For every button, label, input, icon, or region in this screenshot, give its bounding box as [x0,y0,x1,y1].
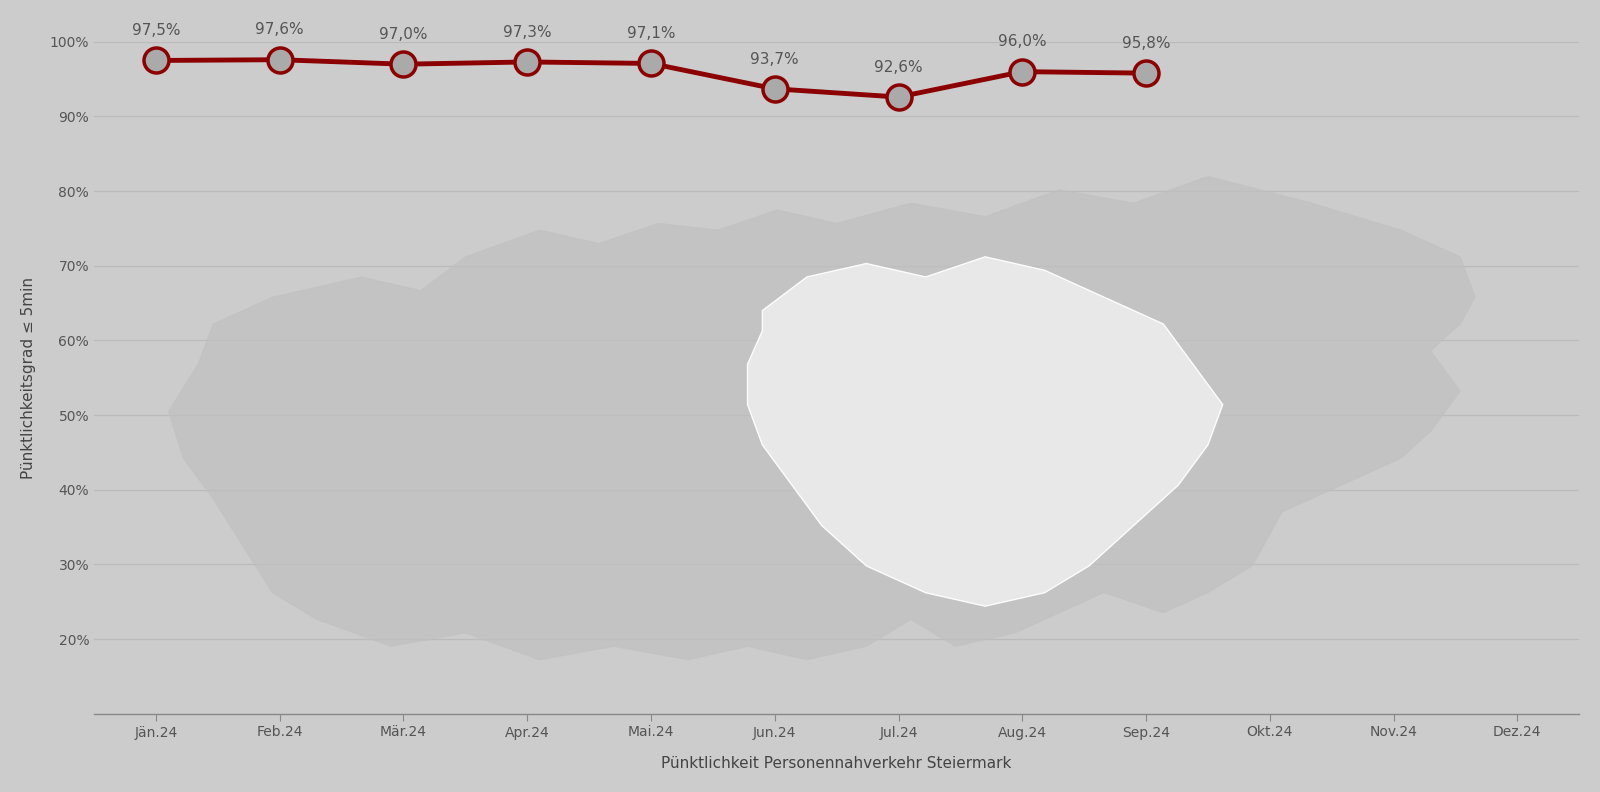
Polygon shape [168,176,1475,660]
Polygon shape [747,257,1222,606]
Text: 97,0%: 97,0% [379,27,427,42]
Y-axis label: Pünktlichkeitsgrad ≤ 5min: Pünktlichkeitsgrad ≤ 5min [21,276,35,478]
Text: 96,0%: 96,0% [998,34,1046,49]
X-axis label: Pünktlichkeit Personennahverkehr Steiermark: Pünktlichkeit Personennahverkehr Steierm… [661,756,1011,771]
Text: 95,8%: 95,8% [1122,36,1170,51]
Text: 97,6%: 97,6% [256,22,304,37]
Text: 93,7%: 93,7% [750,51,798,67]
Text: 97,1%: 97,1% [627,26,675,41]
Text: 97,5%: 97,5% [131,23,181,38]
Text: 97,3%: 97,3% [502,25,552,40]
Text: 92,6%: 92,6% [874,60,923,74]
